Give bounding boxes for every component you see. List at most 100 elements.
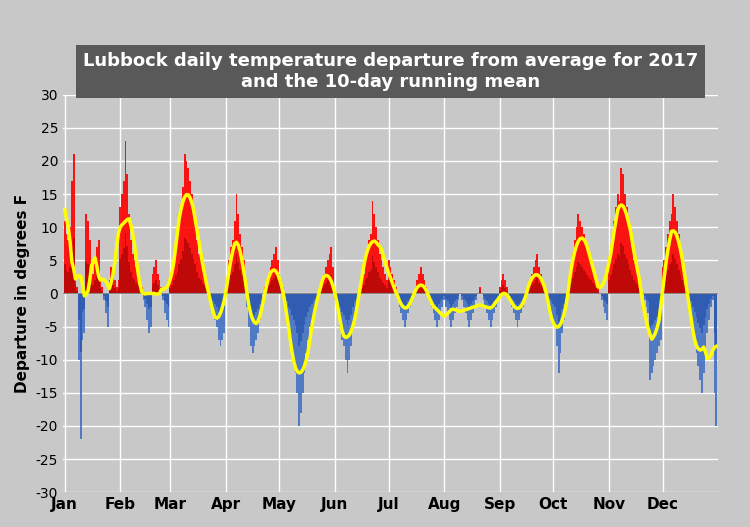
Bar: [261, 294, 262, 299]
Bar: [690, 294, 692, 301]
Bar: [442, 294, 443, 307]
Bar: [91, 274, 92, 294]
Bar: [451, 294, 452, 327]
Bar: [86, 214, 87, 294]
Bar: [105, 294, 106, 314]
Bar: [313, 294, 314, 314]
Bar: [334, 294, 336, 296]
Bar: [590, 260, 592, 294]
Bar: [200, 280, 202, 294]
Bar: [340, 294, 341, 327]
Bar: [142, 294, 144, 300]
Bar: [178, 221, 180, 294]
Bar: [104, 294, 105, 300]
Bar: [425, 291, 427, 294]
Bar: [264, 291, 266, 294]
Bar: [424, 280, 425, 294]
Bar: [479, 287, 481, 294]
Bar: [637, 286, 638, 294]
Bar: [550, 294, 553, 301]
Bar: [178, 265, 180, 294]
Bar: [649, 294, 651, 328]
Bar: [377, 240, 379, 294]
Bar: [295, 294, 296, 325]
Bar: [124, 232, 127, 294]
Bar: [474, 294, 476, 299]
Bar: [127, 246, 128, 294]
Bar: [132, 253, 134, 294]
Bar: [162, 294, 164, 300]
Bar: [438, 294, 440, 304]
Bar: [128, 261, 130, 294]
Bar: [170, 280, 171, 294]
Bar: [393, 288, 395, 294]
Bar: [175, 247, 176, 294]
Bar: [706, 294, 708, 309]
Bar: [128, 214, 130, 294]
Bar: [579, 265, 581, 294]
Bar: [350, 294, 352, 315]
Bar: [527, 291, 530, 294]
Bar: [644, 294, 646, 300]
Bar: [236, 253, 238, 294]
Bar: [343, 294, 345, 346]
Bar: [386, 288, 388, 294]
Bar: [558, 294, 560, 373]
Bar: [193, 207, 194, 294]
Bar: [422, 286, 424, 294]
Bar: [188, 243, 189, 294]
Bar: [261, 294, 262, 307]
Bar: [338, 294, 340, 301]
Bar: [547, 294, 549, 296]
Bar: [629, 234, 632, 294]
Bar: [384, 274, 386, 294]
Bar: [153, 267, 155, 294]
Bar: [602, 294, 604, 307]
Bar: [710, 294, 712, 307]
Bar: [615, 259, 616, 294]
Bar: [610, 247, 611, 294]
Bar: [662, 267, 664, 294]
Bar: [616, 194, 619, 294]
Bar: [542, 288, 544, 294]
Bar: [305, 294, 308, 317]
Bar: [247, 294, 248, 299]
Bar: [436, 294, 438, 327]
Bar: [252, 294, 254, 317]
Bar: [674, 207, 676, 294]
Y-axis label: Departure in degrees F: Departure in degrees F: [15, 194, 30, 393]
Bar: [463, 294, 465, 307]
Bar: [520, 294, 522, 301]
Bar: [701, 294, 703, 333]
Bar: [332, 283, 334, 294]
Bar: [616, 253, 619, 294]
Bar: [486, 294, 488, 301]
Bar: [203, 286, 206, 294]
Bar: [652, 294, 655, 366]
Bar: [217, 294, 220, 340]
Bar: [287, 294, 290, 307]
Bar: [490, 294, 491, 327]
Bar: [331, 275, 332, 294]
Bar: [110, 283, 112, 294]
Bar: [402, 294, 404, 304]
Bar: [180, 259, 182, 294]
Bar: [680, 247, 681, 294]
Bar: [144, 294, 146, 299]
Bar: [610, 275, 611, 294]
Bar: [585, 240, 586, 294]
Bar: [512, 294, 513, 299]
Bar: [419, 274, 420, 294]
Bar: [148, 294, 150, 333]
Bar: [194, 265, 196, 294]
Bar: [513, 294, 514, 314]
Bar: [278, 286, 280, 294]
Bar: [182, 188, 184, 294]
Bar: [220, 294, 221, 315]
Bar: [452, 294, 454, 320]
Bar: [706, 294, 708, 333]
Bar: [628, 265, 629, 294]
Bar: [112, 286, 114, 294]
Bar: [282, 287, 284, 294]
Bar: [704, 294, 706, 317]
